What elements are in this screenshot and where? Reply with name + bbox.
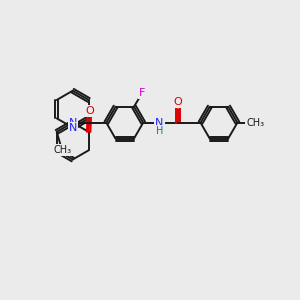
Text: F: F (139, 88, 146, 98)
Text: CH₃: CH₃ (54, 145, 72, 155)
Text: N: N (52, 145, 61, 155)
Text: N: N (68, 123, 77, 133)
Text: O: O (174, 97, 182, 107)
Text: O: O (85, 106, 94, 116)
Text: H: H (156, 126, 163, 136)
Text: N: N (68, 118, 77, 128)
Text: CH₃: CH₃ (246, 118, 264, 128)
Text: N: N (155, 118, 164, 128)
